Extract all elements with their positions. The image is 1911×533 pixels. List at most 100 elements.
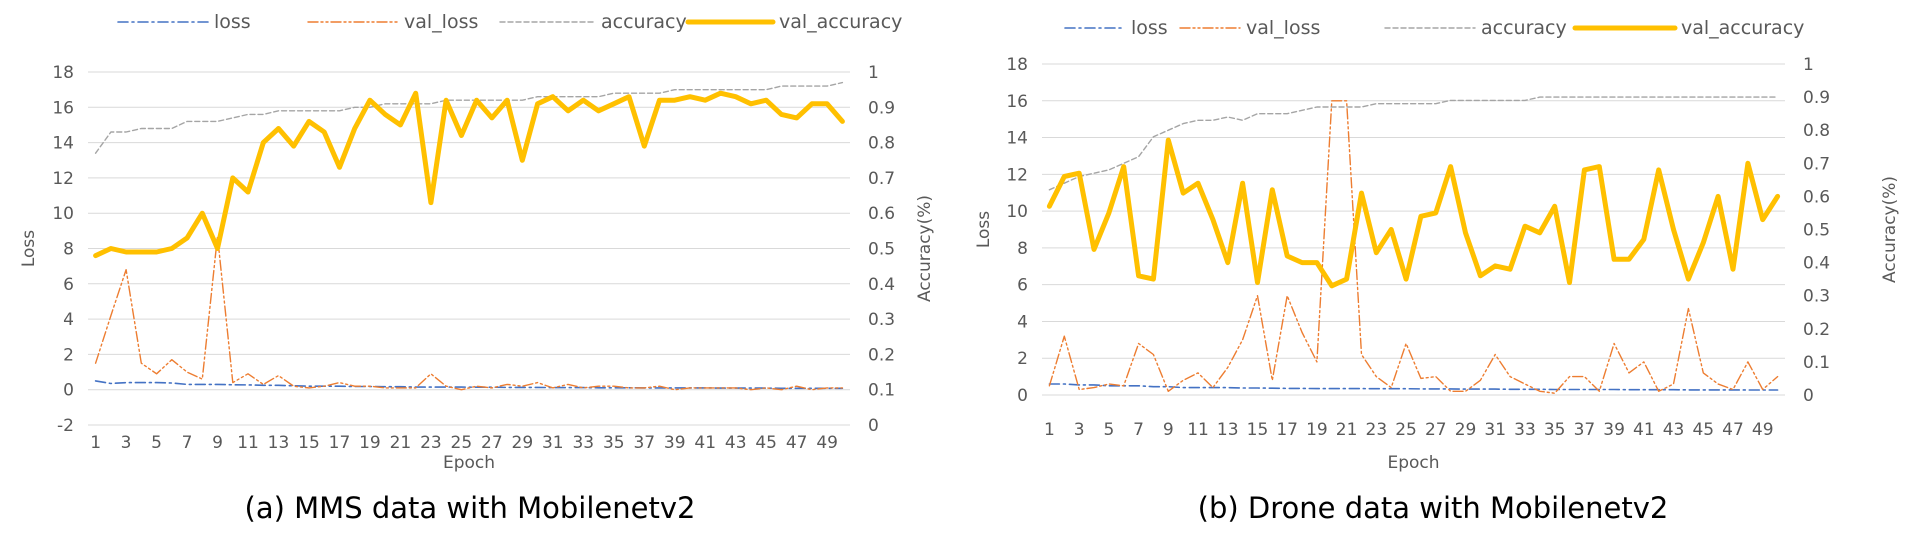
- y-tick-label: 12: [52, 169, 74, 189]
- x-tick-label: 31: [542, 433, 564, 453]
- x-tick-label: 29: [512, 433, 534, 453]
- legend-label: val_loss: [404, 11, 478, 33]
- series-val-loss-line: [1048, 100, 1779, 394]
- y2-tick-label: 0.6: [868, 204, 895, 224]
- y-tick-label: 12: [1006, 165, 1028, 185]
- x-tick-label: 31: [1484, 420, 1506, 440]
- series-loss-line: [1048, 383, 1779, 391]
- legend-label: val_accuracy: [1681, 17, 1804, 39]
- legend-label: loss: [214, 11, 251, 33]
- y2-tick-label: 1: [868, 63, 879, 83]
- y2-tick-label: 0.7: [868, 169, 895, 189]
- x-tick-label: 37: [1574, 420, 1596, 440]
- x-tick-label: 41: [694, 433, 716, 453]
- legend-label: val_loss: [1246, 17, 1320, 39]
- y2-tick-label: 0.4: [868, 275, 895, 295]
- y2-tick-label: 0.2: [1803, 320, 1830, 340]
- y2-tick-label: 0.1: [868, 381, 895, 401]
- y-tick-label: 10: [52, 204, 74, 224]
- x-tick-label: 49: [1752, 420, 1774, 440]
- x-tick-label: 43: [1663, 420, 1685, 440]
- x-tick-label: 27: [481, 433, 503, 453]
- y2-tick-label: 0.7: [1803, 154, 1830, 174]
- y2-tick-label: 0.2: [868, 345, 895, 365]
- y2-tick-label: 0.9: [1803, 88, 1830, 108]
- x-tick-label: 23: [1366, 420, 1388, 440]
- chart-panel-a: -2 0 2 4 6 8 10 12 14 16 18 0 0.1 0.2 0.3 0.4 0.5 0.6 0.7 0…: [0, 0, 940, 533]
- series-loss-line: [94, 380, 844, 390]
- y-tick-label: 2: [1017, 349, 1028, 369]
- y-tick-label: 8: [1017, 239, 1028, 259]
- x-tick-label: 47: [1722, 420, 1744, 440]
- y-tick-label: 6: [63, 275, 74, 295]
- x-tick-label: 19: [1306, 420, 1328, 440]
- x-tick-label: 43: [725, 433, 747, 453]
- x-tick-label: 21: [390, 433, 412, 453]
- y-tick-label: 18: [1006, 55, 1028, 75]
- y-tick-label: 10: [1006, 202, 1028, 222]
- chart-panel-b: 0 2 4 6 8 10 12 14 16 18 0 0.1 0.2 0.3 0.4 0.5 0.6 0.7 0.8…: [955, 0, 1911, 533]
- x-tick-label: 33: [1514, 420, 1536, 440]
- x-tick-label: 5: [1103, 420, 1114, 440]
- y-axis-title: Loss: [974, 211, 994, 248]
- y-tick-label: 0: [1017, 386, 1028, 406]
- x-tick-label: 7: [1133, 420, 1144, 440]
- x-tick-label: 29: [1455, 420, 1477, 440]
- x-tick-label: 23: [420, 433, 442, 453]
- y-tick-label: 14: [52, 134, 74, 154]
- x-tick-label: 25: [1395, 420, 1417, 440]
- y-tick-label: 0: [63, 381, 74, 401]
- x-tick-label: 9: [1163, 420, 1174, 440]
- x-tick-label: 35: [1544, 420, 1566, 440]
- x-tick-label: 1: [90, 433, 101, 453]
- x-tick-label: 33: [572, 433, 594, 453]
- x-tick-label: 39: [1603, 420, 1625, 440]
- y2-tick-label: 0.3: [868, 310, 895, 330]
- y2-tick-label: 0.5: [1803, 221, 1830, 241]
- y-tick-label: 4: [63, 310, 74, 330]
- y2-tick-label: 0.5: [868, 240, 895, 260]
- x-tick-label: 9: [212, 433, 223, 453]
- y-tick-label: 16: [1006, 92, 1028, 112]
- y2-tick-label: 0.8: [1803, 121, 1830, 141]
- x-tick-label: 21: [1336, 420, 1358, 440]
- y2-tick-label: 0.3: [1803, 287, 1830, 307]
- x-tick-label: 49: [816, 433, 838, 453]
- series-val-accuracy-line: [93, 90, 845, 259]
- x-tick-label: 27: [1425, 420, 1447, 440]
- y2-axis-title: Accuracy(%): [1880, 176, 1900, 283]
- x-tick-label: 13: [1217, 420, 1239, 440]
- x-tick-label: 19: [359, 433, 381, 453]
- series-accuracy-line: [1048, 96, 1779, 191]
- chart-a-svg: -2 0 2 4 6 8 10 12 14 16 18 0 0.1 0.2 0.3 0.4 0.5 0.6 0.7 0…: [19, 11, 935, 473]
- y-tick-label: 18: [52, 63, 74, 83]
- y2-tick-label: 0.4: [1803, 254, 1830, 274]
- y-tick-label: 14: [1006, 129, 1028, 149]
- x-tick-label: 11: [237, 433, 259, 453]
- y-tick-label: 16: [52, 98, 74, 118]
- chart-a-caption: (a) MMS data with Mobilenetv2: [244, 491, 696, 525]
- x-tick-label: 17: [329, 433, 351, 453]
- x-tick-label: 45: [1692, 420, 1714, 440]
- x-tick-label: 39: [664, 433, 686, 453]
- y2-tick-label: 0.6: [1803, 187, 1830, 207]
- x-axis-title: Epoch: [443, 453, 495, 473]
- y-tick-label: -2: [57, 416, 74, 436]
- y2-tick-label: 0: [868, 416, 879, 436]
- x-tick-label: 25: [451, 433, 473, 453]
- x-tick-label: 7: [182, 433, 193, 453]
- x-tick-label: 37: [633, 433, 655, 453]
- x-tick-label: 3: [1074, 420, 1085, 440]
- series-val-loss-line: [94, 235, 844, 391]
- y2-tick-label: 0: [1803, 386, 1814, 406]
- x-tick-label: 45: [755, 433, 777, 453]
- x-tick-label: 1: [1044, 420, 1055, 440]
- y2-tick-label: 0.1: [1803, 353, 1830, 373]
- legend-label: val_accuracy: [779, 11, 902, 33]
- x-axis-title: Epoch: [1387, 453, 1439, 473]
- x-tick-label: 47: [786, 433, 808, 453]
- x-tick-label: 35: [603, 433, 625, 453]
- y-tick-label: 4: [1017, 312, 1028, 332]
- x-tick-label: 5: [151, 433, 162, 453]
- chart-b-caption: (b) Drone data with Mobilenetv2: [1197, 491, 1669, 525]
